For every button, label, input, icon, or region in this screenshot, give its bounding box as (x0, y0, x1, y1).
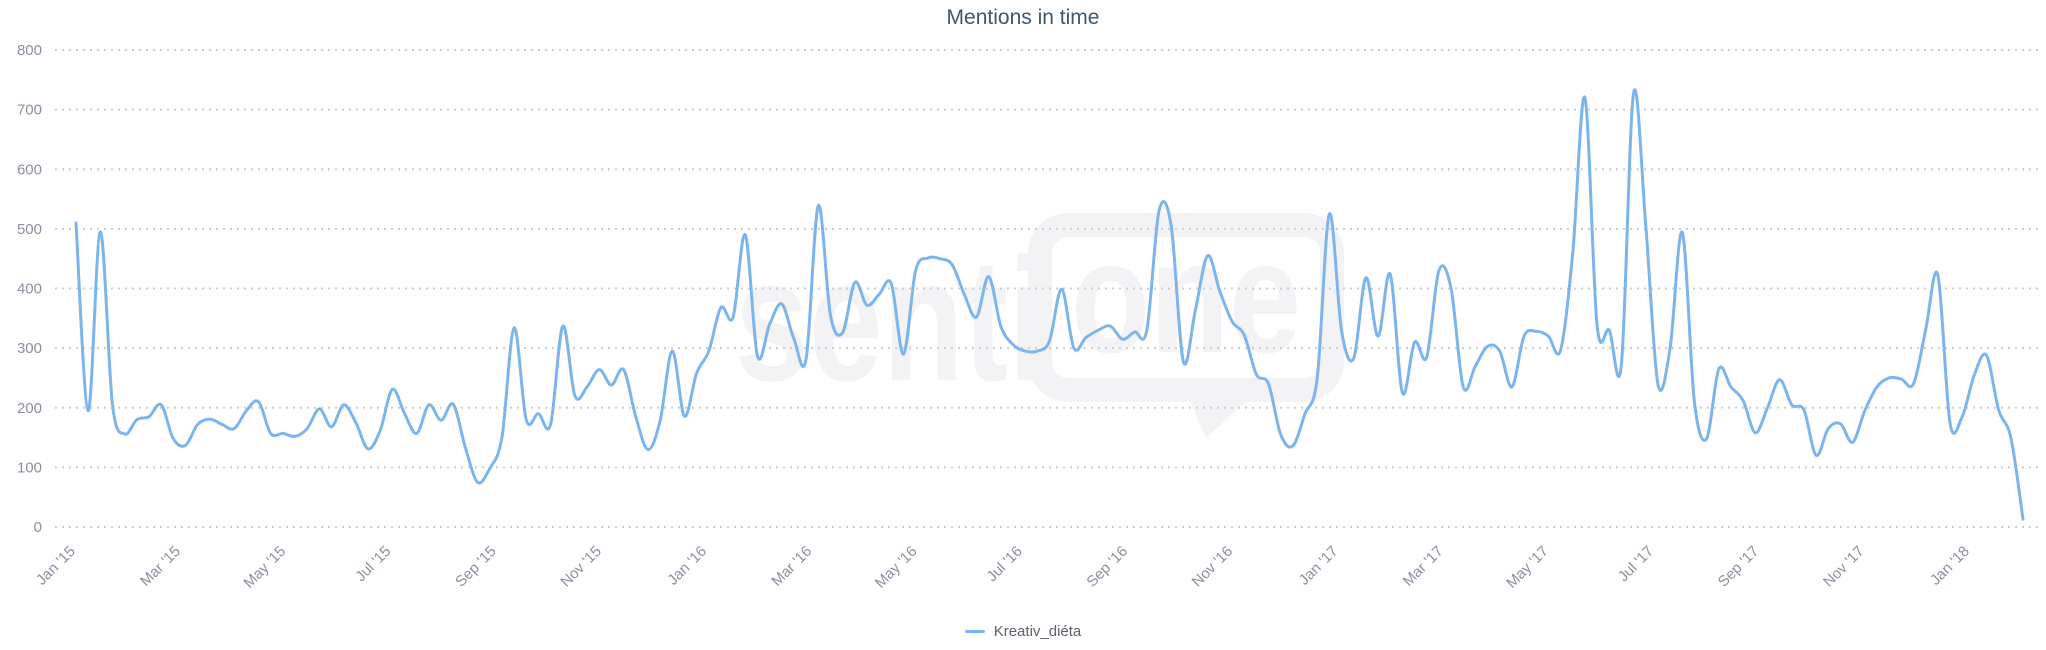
y-axis-label: 100 (17, 459, 42, 476)
sentione-watermark: senti one (735, 207, 1344, 438)
x-axis-label: Jul '17 (1615, 543, 1657, 585)
x-axis-label: Sep '16 (1083, 543, 1131, 591)
watermark-text-senti: senti (735, 223, 1045, 418)
legend-series-marker (964, 630, 985, 633)
y-axis-label: 400 (17, 281, 42, 298)
y-axis-label: 200 (17, 400, 42, 417)
x-axis-label: Nov '16 (1189, 543, 1237, 591)
x-axis-label: Jan '15 (33, 543, 79, 589)
x-axis-label: Jul '15 (352, 543, 394, 585)
x-axis-label: Sep '17 (1715, 543, 1763, 591)
x-axis-label: Sep '15 (452, 543, 500, 591)
x-axis-label: Jan '18 (1927, 543, 1973, 589)
watermark-bubble-tail (1188, 396, 1252, 438)
series-line-kreativ-dieta[interactable] (74, 88, 2025, 521)
x-axis-label: Mar '15 (137, 543, 184, 590)
y-axis-label: 500 (17, 221, 42, 238)
x-axis-label: Jan '16 (664, 543, 710, 589)
x-axis-label: Jul '16 (983, 543, 1025, 585)
y-axis-label: 800 (17, 42, 42, 59)
legend-series-label: Kreativ_diéta (993, 623, 1082, 640)
y-axis-label: 700 (17, 102, 42, 119)
watermark-text-one: one (1071, 207, 1301, 386)
x-axis-label: Mar '17 (1400, 543, 1447, 590)
x-axis-label: Nov '17 (1820, 543, 1868, 591)
chart-title: Mentions in time (946, 6, 1100, 29)
y-axis-label: 600 (17, 161, 42, 178)
x-axis-label: Nov '15 (557, 543, 605, 591)
x-axis-label: Mar '16 (768, 543, 815, 590)
x-axis-label: May '16 (872, 543, 921, 592)
watermark-bubble (1028, 213, 1344, 402)
y-axis-label: 300 (17, 340, 42, 357)
legend[interactable]: Kreativ_diéta (0, 623, 2046, 640)
x-axis-label: May '15 (240, 543, 289, 592)
x-axis-label: May '17 (1503, 543, 1552, 592)
y-axis-label: 0 (34, 519, 42, 536)
x-axis-label: Jan '17 (1296, 543, 1342, 589)
